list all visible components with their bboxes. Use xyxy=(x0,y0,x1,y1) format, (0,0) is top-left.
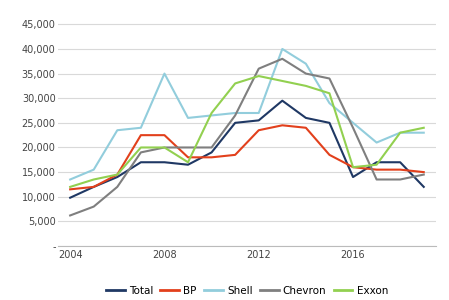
Chevron xyxy=(421,173,427,176)
Total xyxy=(256,118,261,122)
Total xyxy=(162,160,167,164)
Total xyxy=(114,175,120,179)
BP xyxy=(91,185,97,189)
Shell xyxy=(303,62,308,65)
BP xyxy=(256,128,261,132)
BP xyxy=(280,124,285,127)
BP xyxy=(185,155,191,159)
Shell xyxy=(256,111,261,115)
Exxon xyxy=(138,146,144,149)
BP xyxy=(397,168,403,171)
Exxon xyxy=(280,79,285,83)
Chevron xyxy=(138,151,144,154)
Total xyxy=(280,99,285,103)
Chevron xyxy=(114,185,120,189)
Exxon xyxy=(162,146,167,149)
BP xyxy=(327,153,332,157)
Shell xyxy=(350,121,356,124)
Exxon xyxy=(114,173,120,176)
BP xyxy=(114,173,120,176)
Total xyxy=(374,160,379,164)
Line: Chevron: Chevron xyxy=(70,59,424,215)
BP xyxy=(67,188,73,191)
BP xyxy=(138,134,144,137)
BP xyxy=(162,134,167,137)
Chevron xyxy=(374,178,379,181)
Shell xyxy=(138,126,144,130)
Total xyxy=(209,151,214,154)
Shell xyxy=(327,101,332,105)
Exxon xyxy=(256,74,261,78)
BP xyxy=(350,165,356,169)
Line: Total: Total xyxy=(70,101,424,198)
Chevron xyxy=(327,77,332,80)
Chevron xyxy=(162,146,167,149)
Total xyxy=(91,185,97,189)
Exxon xyxy=(209,111,214,115)
Total xyxy=(233,121,238,124)
Shell xyxy=(374,141,379,144)
Exxon xyxy=(374,163,379,166)
Legend: Total, BP, Shell, Chevron, Exxon: Total, BP, Shell, Chevron, Exxon xyxy=(102,282,392,300)
Shell xyxy=(397,131,403,134)
Chevron xyxy=(280,57,285,61)
Chevron xyxy=(185,146,191,149)
Chevron xyxy=(67,214,73,217)
Exxon xyxy=(397,131,403,134)
Total xyxy=(350,175,356,179)
Shell xyxy=(91,168,97,171)
Exxon xyxy=(233,82,238,85)
BP xyxy=(303,126,308,130)
Line: BP: BP xyxy=(70,125,424,189)
Exxon xyxy=(303,84,308,88)
Chevron xyxy=(209,146,214,149)
Exxon xyxy=(67,185,73,189)
Exxon xyxy=(421,126,427,130)
Shell xyxy=(114,128,120,132)
BP xyxy=(233,153,238,157)
Chevron xyxy=(91,205,97,208)
Shell xyxy=(233,111,238,115)
Shell xyxy=(162,72,167,75)
BP xyxy=(421,170,427,174)
Chevron xyxy=(303,72,308,75)
Total xyxy=(397,160,403,164)
Shell xyxy=(421,131,427,134)
Total xyxy=(67,196,73,200)
Chevron xyxy=(397,178,403,181)
Total xyxy=(138,160,144,164)
Total xyxy=(303,116,308,120)
Chevron xyxy=(256,67,261,70)
BP xyxy=(209,155,214,159)
Exxon xyxy=(350,165,356,169)
Line: Exxon: Exxon xyxy=(70,76,424,187)
Shell xyxy=(209,114,214,117)
Line: Shell: Shell xyxy=(70,49,424,179)
Total xyxy=(327,121,332,124)
Shell xyxy=(185,116,191,120)
Exxon xyxy=(91,178,97,181)
Chevron xyxy=(233,114,238,117)
BP xyxy=(374,168,379,171)
Total xyxy=(185,163,191,166)
Total xyxy=(421,185,427,189)
Shell xyxy=(67,178,73,181)
Exxon xyxy=(185,160,191,164)
Chevron xyxy=(350,126,356,130)
Shell xyxy=(280,47,285,51)
Exxon xyxy=(327,92,332,95)
